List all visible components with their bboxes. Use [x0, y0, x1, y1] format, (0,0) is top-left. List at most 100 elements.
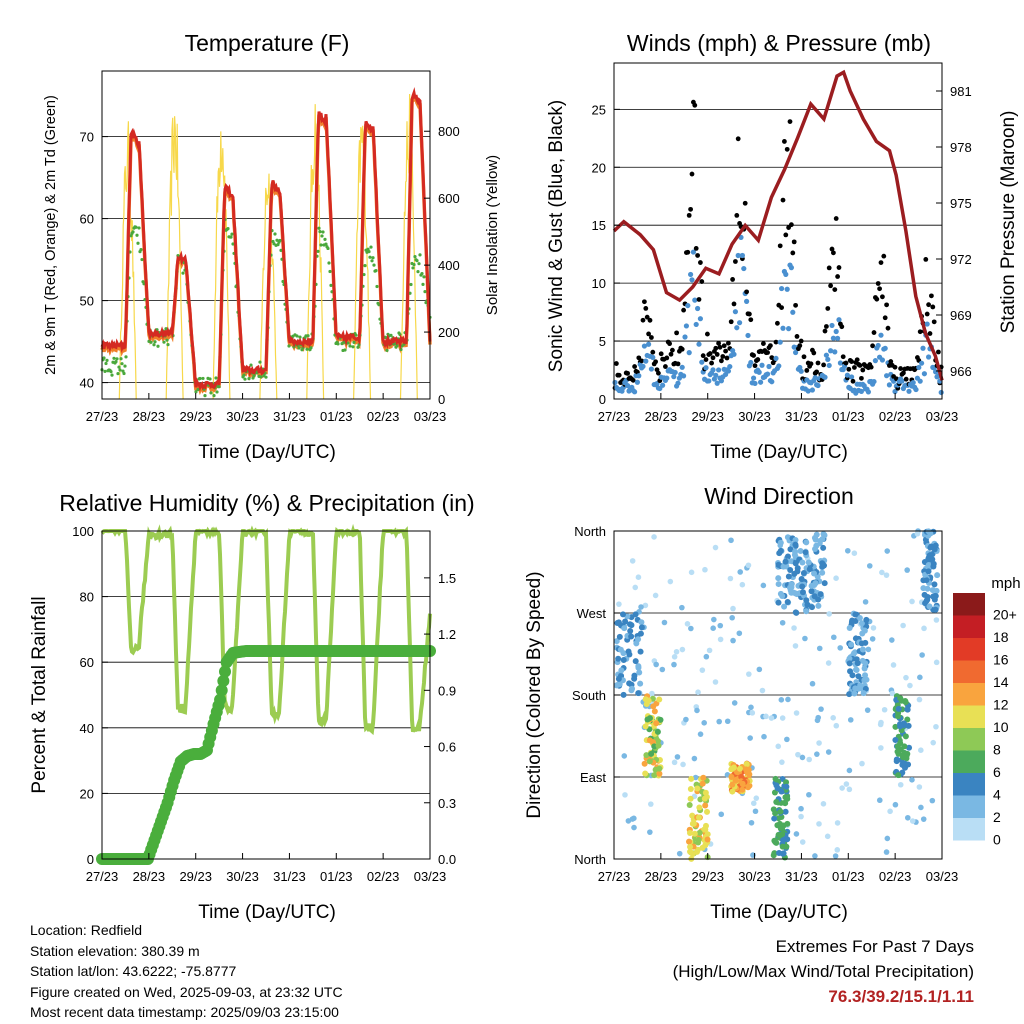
direction-point — [697, 796, 704, 803]
legend-swatch — [953, 795, 985, 818]
direction-point — [925, 562, 932, 569]
dewpoint-point — [324, 242, 328, 246]
direction-point — [806, 756, 813, 763]
legend-label: 0 — [993, 831, 1001, 847]
direction-point — [643, 701, 650, 708]
y2-tick-label: 0.3 — [438, 796, 456, 811]
direction-point — [811, 570, 818, 577]
direction-point — [817, 591, 824, 598]
gust-point — [824, 324, 829, 329]
direction-point — [688, 849, 695, 856]
direction-point — [820, 801, 827, 807]
direction-point — [815, 596, 822, 603]
gust-point — [892, 364, 898, 370]
direction-point — [649, 690, 655, 697]
direction-point — [832, 853, 839, 859]
sonic-wind-point — [634, 379, 641, 385]
direction-point — [795, 751, 801, 758]
dewpoint-point — [258, 360, 262, 364]
direction-point — [785, 573, 792, 580]
legend-swatch — [953, 638, 985, 661]
direction-point — [696, 829, 703, 836]
gust-point — [698, 260, 703, 265]
gust-point — [734, 213, 740, 218]
sonic-wind-point — [706, 378, 712, 384]
gust-point — [880, 294, 885, 300]
direction-point — [833, 575, 839, 582]
rainfall-point — [214, 693, 227, 706]
direction-point — [620, 611, 627, 618]
direction-point — [702, 802, 709, 809]
dewpoint-point — [421, 282, 425, 286]
dewpoint-point — [415, 259, 419, 263]
station-location: Location: Redfield — [30, 922, 143, 938]
direction-point — [652, 592, 659, 599]
y-tick-label: 100 — [72, 524, 94, 539]
sonic-wind-point — [825, 356, 831, 363]
direction-point — [776, 832, 783, 839]
humidity-line — [100, 523, 432, 736]
gust-point — [840, 354, 846, 360]
direction-point — [856, 615, 863, 622]
gust-point — [773, 339, 779, 345]
direction-point — [887, 808, 893, 815]
dewpoint-point — [318, 230, 322, 234]
x-tick-label: 28/23 — [133, 409, 166, 424]
direction-point — [852, 635, 859, 642]
direction-point — [901, 750, 908, 757]
sonic-wind-point — [683, 323, 690, 329]
direction-point — [933, 723, 939, 730]
direction-point — [642, 723, 649, 730]
direction-point — [812, 546, 819, 553]
direction-point — [642, 696, 649, 703]
sonic-wind-point — [830, 335, 837, 341]
dewpoint-point — [329, 283, 333, 287]
y-tick-label: 50 — [80, 294, 94, 309]
gust-point — [664, 355, 670, 361]
legend-swatch — [953, 818, 985, 841]
humidity-panel: Relative Humidity (%) & Precipitation (i… — [29, 490, 475, 923]
direction-point — [782, 558, 789, 565]
direction-point — [656, 765, 663, 772]
x-tick-label: 27/23 — [598, 869, 631, 884]
gust-point — [811, 350, 817, 356]
dewpoint-point — [181, 271, 185, 275]
dewpoint-point — [110, 373, 114, 377]
direction-point — [931, 546, 938, 553]
gust-point — [885, 325, 891, 331]
direction-point — [892, 736, 899, 743]
gust-point — [825, 306, 831, 311]
y-tick-label: North — [574, 852, 606, 867]
sonic-wind-point — [875, 342, 881, 349]
direction-point — [775, 599, 782, 606]
direction-point — [843, 781, 850, 787]
gust-point — [630, 377, 636, 383]
sonic-wind-point — [865, 389, 872, 395]
sonic-wind-point — [906, 388, 912, 394]
dewpoint-point — [201, 376, 205, 381]
direction-point — [691, 755, 698, 762]
rainfall-point — [215, 684, 228, 697]
sonic-wind-point — [735, 252, 741, 259]
sonic-wind-point — [685, 302, 691, 309]
gust-point — [616, 372, 622, 378]
direction-point — [730, 605, 736, 612]
direction-point — [632, 611, 639, 618]
dewpoint-point — [153, 340, 157, 344]
direction-point — [916, 696, 923, 703]
direction-point — [651, 534, 657, 540]
direction-point — [771, 815, 778, 822]
gust-point — [936, 349, 941, 355]
y-tick-label: 80 — [80, 590, 94, 605]
direction-point — [892, 723, 899, 730]
direction-point — [930, 563, 937, 570]
direction-point — [686, 829, 693, 836]
dewpoint-point — [208, 377, 212, 381]
y2-tick-label: 200 — [438, 325, 460, 340]
x-tick-label: 01/23 — [320, 409, 353, 424]
sonic-wind-point — [695, 305, 701, 312]
direction-point — [702, 789, 709, 796]
y2-tick-label: 981 — [950, 84, 972, 99]
dewpoint-point — [343, 348, 347, 352]
direction-point — [727, 575, 734, 582]
